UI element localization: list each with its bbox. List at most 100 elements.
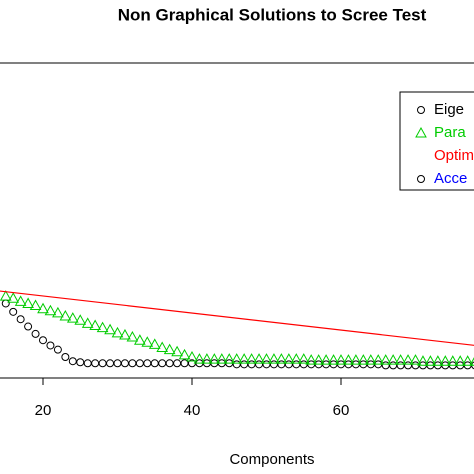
legend-symbol [417, 175, 425, 183]
point [104, 323, 116, 335]
point [22, 297, 34, 308]
x-axis-label: Components [229, 451, 314, 468]
point [91, 359, 100, 368]
point [364, 354, 377, 365]
point [29, 299, 42, 311]
point [134, 334, 146, 345]
point [158, 359, 167, 368]
point [148, 338, 161, 349]
point [143, 359, 152, 368]
point [357, 354, 370, 365]
point [424, 355, 437, 366]
point [381, 361, 390, 370]
point [389, 361, 398, 370]
point [193, 353, 206, 364]
point [312, 354, 325, 365]
point [253, 353, 265, 364]
point [89, 319, 101, 330]
point [178, 348, 191, 360]
point [439, 355, 452, 366]
point [269, 360, 278, 369]
point [305, 354, 318, 365]
point [454, 355, 467, 366]
point [53, 345, 62, 354]
point [81, 317, 94, 328]
point [394, 354, 407, 365]
point [106, 359, 115, 368]
point [98, 359, 107, 368]
point [247, 360, 256, 369]
point [409, 354, 422, 365]
point [46, 341, 55, 350]
point [16, 315, 25, 324]
point [268, 353, 280, 364]
point [171, 345, 183, 357]
x-tick-label: 20 [35, 402, 52, 419]
legend-label: Para [434, 124, 466, 141]
point [432, 355, 444, 366]
point [215, 353, 228, 364]
point [230, 353, 243, 364]
point [68, 357, 77, 366]
point [372, 354, 385, 365]
point [24, 322, 33, 331]
point [404, 361, 413, 370]
point [39, 336, 47, 345]
point [141, 336, 154, 347]
point [165, 359, 174, 368]
point [31, 329, 40, 338]
chart-title: Non Graphical Solutions to Scree Test [118, 5, 427, 24]
point [320, 354, 332, 365]
x-tick-label: 40 [184, 402, 201, 419]
point [238, 353, 250, 364]
point [0, 290, 12, 301]
point [292, 360, 301, 369]
point [150, 359, 159, 368]
point [120, 359, 129, 368]
point [126, 331, 139, 342]
point [7, 292, 20, 303]
point [52, 306, 64, 318]
point [262, 360, 271, 369]
point [61, 353, 70, 361]
point [297, 353, 310, 364]
point [350, 354, 362, 365]
point [461, 355, 474, 366]
point [173, 359, 182, 368]
point [201, 353, 213, 364]
point [96, 321, 109, 333]
point [255, 360, 264, 369]
point [446, 355, 459, 366]
point [83, 359, 92, 368]
point [9, 307, 18, 316]
point [387, 354, 399, 365]
point [283, 353, 295, 364]
point [111, 326, 124, 338]
point [275, 353, 288, 364]
series-line [0, 290, 474, 346]
point [14, 295, 27, 306]
legend-label: Optim [434, 147, 474, 164]
point [1, 299, 10, 308]
point [59, 310, 72, 321]
point [342, 354, 355, 365]
point [277, 360, 286, 369]
legend-symbol [415, 126, 427, 138]
point [402, 354, 414, 365]
x-tick-label: 60 [333, 402, 350, 419]
point [44, 304, 57, 316]
point [284, 360, 293, 369]
point [417, 355, 429, 366]
point [223, 353, 236, 364]
point [260, 353, 273, 364]
point [232, 360, 241, 369]
point [119, 328, 131, 340]
point [327, 354, 340, 365]
point [128, 359, 137, 368]
point [66, 312, 79, 323]
legend-symbol [417, 106, 425, 114]
point [469, 357, 474, 366]
legend-label: Eige [434, 101, 464, 118]
